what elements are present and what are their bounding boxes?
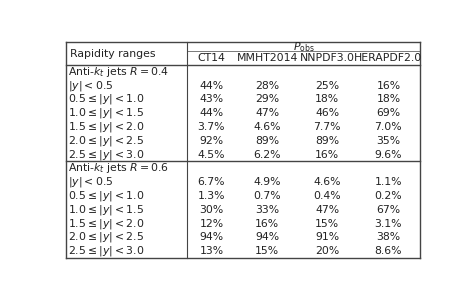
Text: 47%: 47% — [315, 205, 340, 215]
Text: 33%: 33% — [255, 205, 279, 215]
Text: 7.7%: 7.7% — [314, 122, 341, 132]
Text: 94%: 94% — [255, 232, 279, 242]
Text: 3.7%: 3.7% — [198, 122, 225, 132]
Text: 35%: 35% — [376, 136, 400, 146]
Text: 13%: 13% — [199, 246, 223, 256]
Text: Anti-$k_t$ jets $R = 0.4$: Anti-$k_t$ jets $R = 0.4$ — [68, 65, 169, 79]
Text: 4.6%: 4.6% — [314, 177, 341, 187]
Text: $|y| < 0.5$: $|y| < 0.5$ — [68, 175, 114, 189]
Text: 16%: 16% — [255, 219, 279, 229]
Text: $2.0 \leq |y| < 2.5$: $2.0 \leq |y| < 2.5$ — [68, 230, 144, 244]
Text: 4.9%: 4.9% — [253, 177, 281, 187]
Text: $1.0 \leq |y| < 1.5$: $1.0 \leq |y| < 1.5$ — [68, 106, 144, 120]
Text: 3.1%: 3.1% — [374, 219, 402, 229]
Text: 92%: 92% — [199, 136, 223, 146]
Text: 15%: 15% — [315, 219, 340, 229]
Text: $P_\mathrm{obs}$: $P_\mathrm{obs}$ — [292, 40, 314, 54]
Text: $0.5 \leq |y| < 1.0$: $0.5 \leq |y| < 1.0$ — [68, 92, 145, 106]
Text: 18%: 18% — [376, 94, 400, 104]
Text: $1.0 \leq |y| < 1.5$: $1.0 \leq |y| < 1.5$ — [68, 203, 144, 217]
Text: 0.2%: 0.2% — [374, 191, 402, 201]
Text: NNPDF3.0: NNPDF3.0 — [300, 53, 355, 63]
Text: 4.6%: 4.6% — [253, 122, 281, 132]
Text: 15%: 15% — [255, 246, 279, 256]
Text: $2.0 \leq |y| < 2.5$: $2.0 \leq |y| < 2.5$ — [68, 134, 144, 148]
Text: 7.0%: 7.0% — [374, 122, 402, 132]
Text: 67%: 67% — [376, 205, 400, 215]
Text: $2.5 \leq |y| < 3.0$: $2.5 \leq |y| < 3.0$ — [68, 148, 145, 162]
Text: 4.5%: 4.5% — [198, 150, 225, 160]
Text: 94%: 94% — [199, 232, 223, 242]
Text: 91%: 91% — [315, 232, 340, 242]
Text: 8.6%: 8.6% — [374, 246, 402, 256]
Text: 0.7%: 0.7% — [253, 191, 281, 201]
Text: 18%: 18% — [315, 94, 340, 104]
Text: Anti-$k_t$ jets $R = 0.6$: Anti-$k_t$ jets $R = 0.6$ — [68, 161, 169, 176]
Text: $1.5 \leq |y| < 2.0$: $1.5 \leq |y| < 2.0$ — [68, 217, 145, 230]
Text: 69%: 69% — [376, 108, 400, 118]
Text: 29%: 29% — [255, 94, 279, 104]
Text: CT14: CT14 — [197, 53, 225, 63]
Text: 6.2%: 6.2% — [253, 150, 281, 160]
Text: 38%: 38% — [376, 232, 400, 242]
Text: 20%: 20% — [315, 246, 340, 256]
Text: 28%: 28% — [255, 81, 279, 91]
Text: $0.5 \leq |y| < 1.0$: $0.5 \leq |y| < 1.0$ — [68, 189, 145, 203]
Text: 43%: 43% — [199, 94, 223, 104]
Text: 44%: 44% — [199, 108, 223, 118]
Text: 44%: 44% — [199, 81, 223, 91]
Text: 16%: 16% — [376, 81, 400, 91]
Text: $2.5 \leq |y| < 3.0$: $2.5 \leq |y| < 3.0$ — [68, 244, 145, 258]
Text: 30%: 30% — [199, 205, 223, 215]
Text: 0.4%: 0.4% — [314, 191, 341, 201]
Text: 1.3%: 1.3% — [198, 191, 225, 201]
Text: 46%: 46% — [315, 108, 340, 118]
Text: 16%: 16% — [315, 150, 340, 160]
Text: 25%: 25% — [315, 81, 340, 91]
Text: $|y| < 0.5$: $|y| < 0.5$ — [68, 79, 114, 93]
Text: 89%: 89% — [255, 136, 279, 146]
Text: 6.7%: 6.7% — [198, 177, 225, 187]
Text: 12%: 12% — [199, 219, 223, 229]
Text: Rapidity ranges: Rapidity ranges — [70, 49, 155, 59]
Text: MMHT2014: MMHT2014 — [236, 53, 298, 63]
Text: HERAPDF2.0: HERAPDF2.0 — [354, 53, 422, 63]
Text: $1.5 \leq |y| < 2.0$: $1.5 \leq |y| < 2.0$ — [68, 120, 145, 134]
Text: 1.1%: 1.1% — [374, 177, 402, 187]
Text: 47%: 47% — [255, 108, 279, 118]
Text: 9.6%: 9.6% — [374, 150, 402, 160]
Text: 89%: 89% — [315, 136, 340, 146]
